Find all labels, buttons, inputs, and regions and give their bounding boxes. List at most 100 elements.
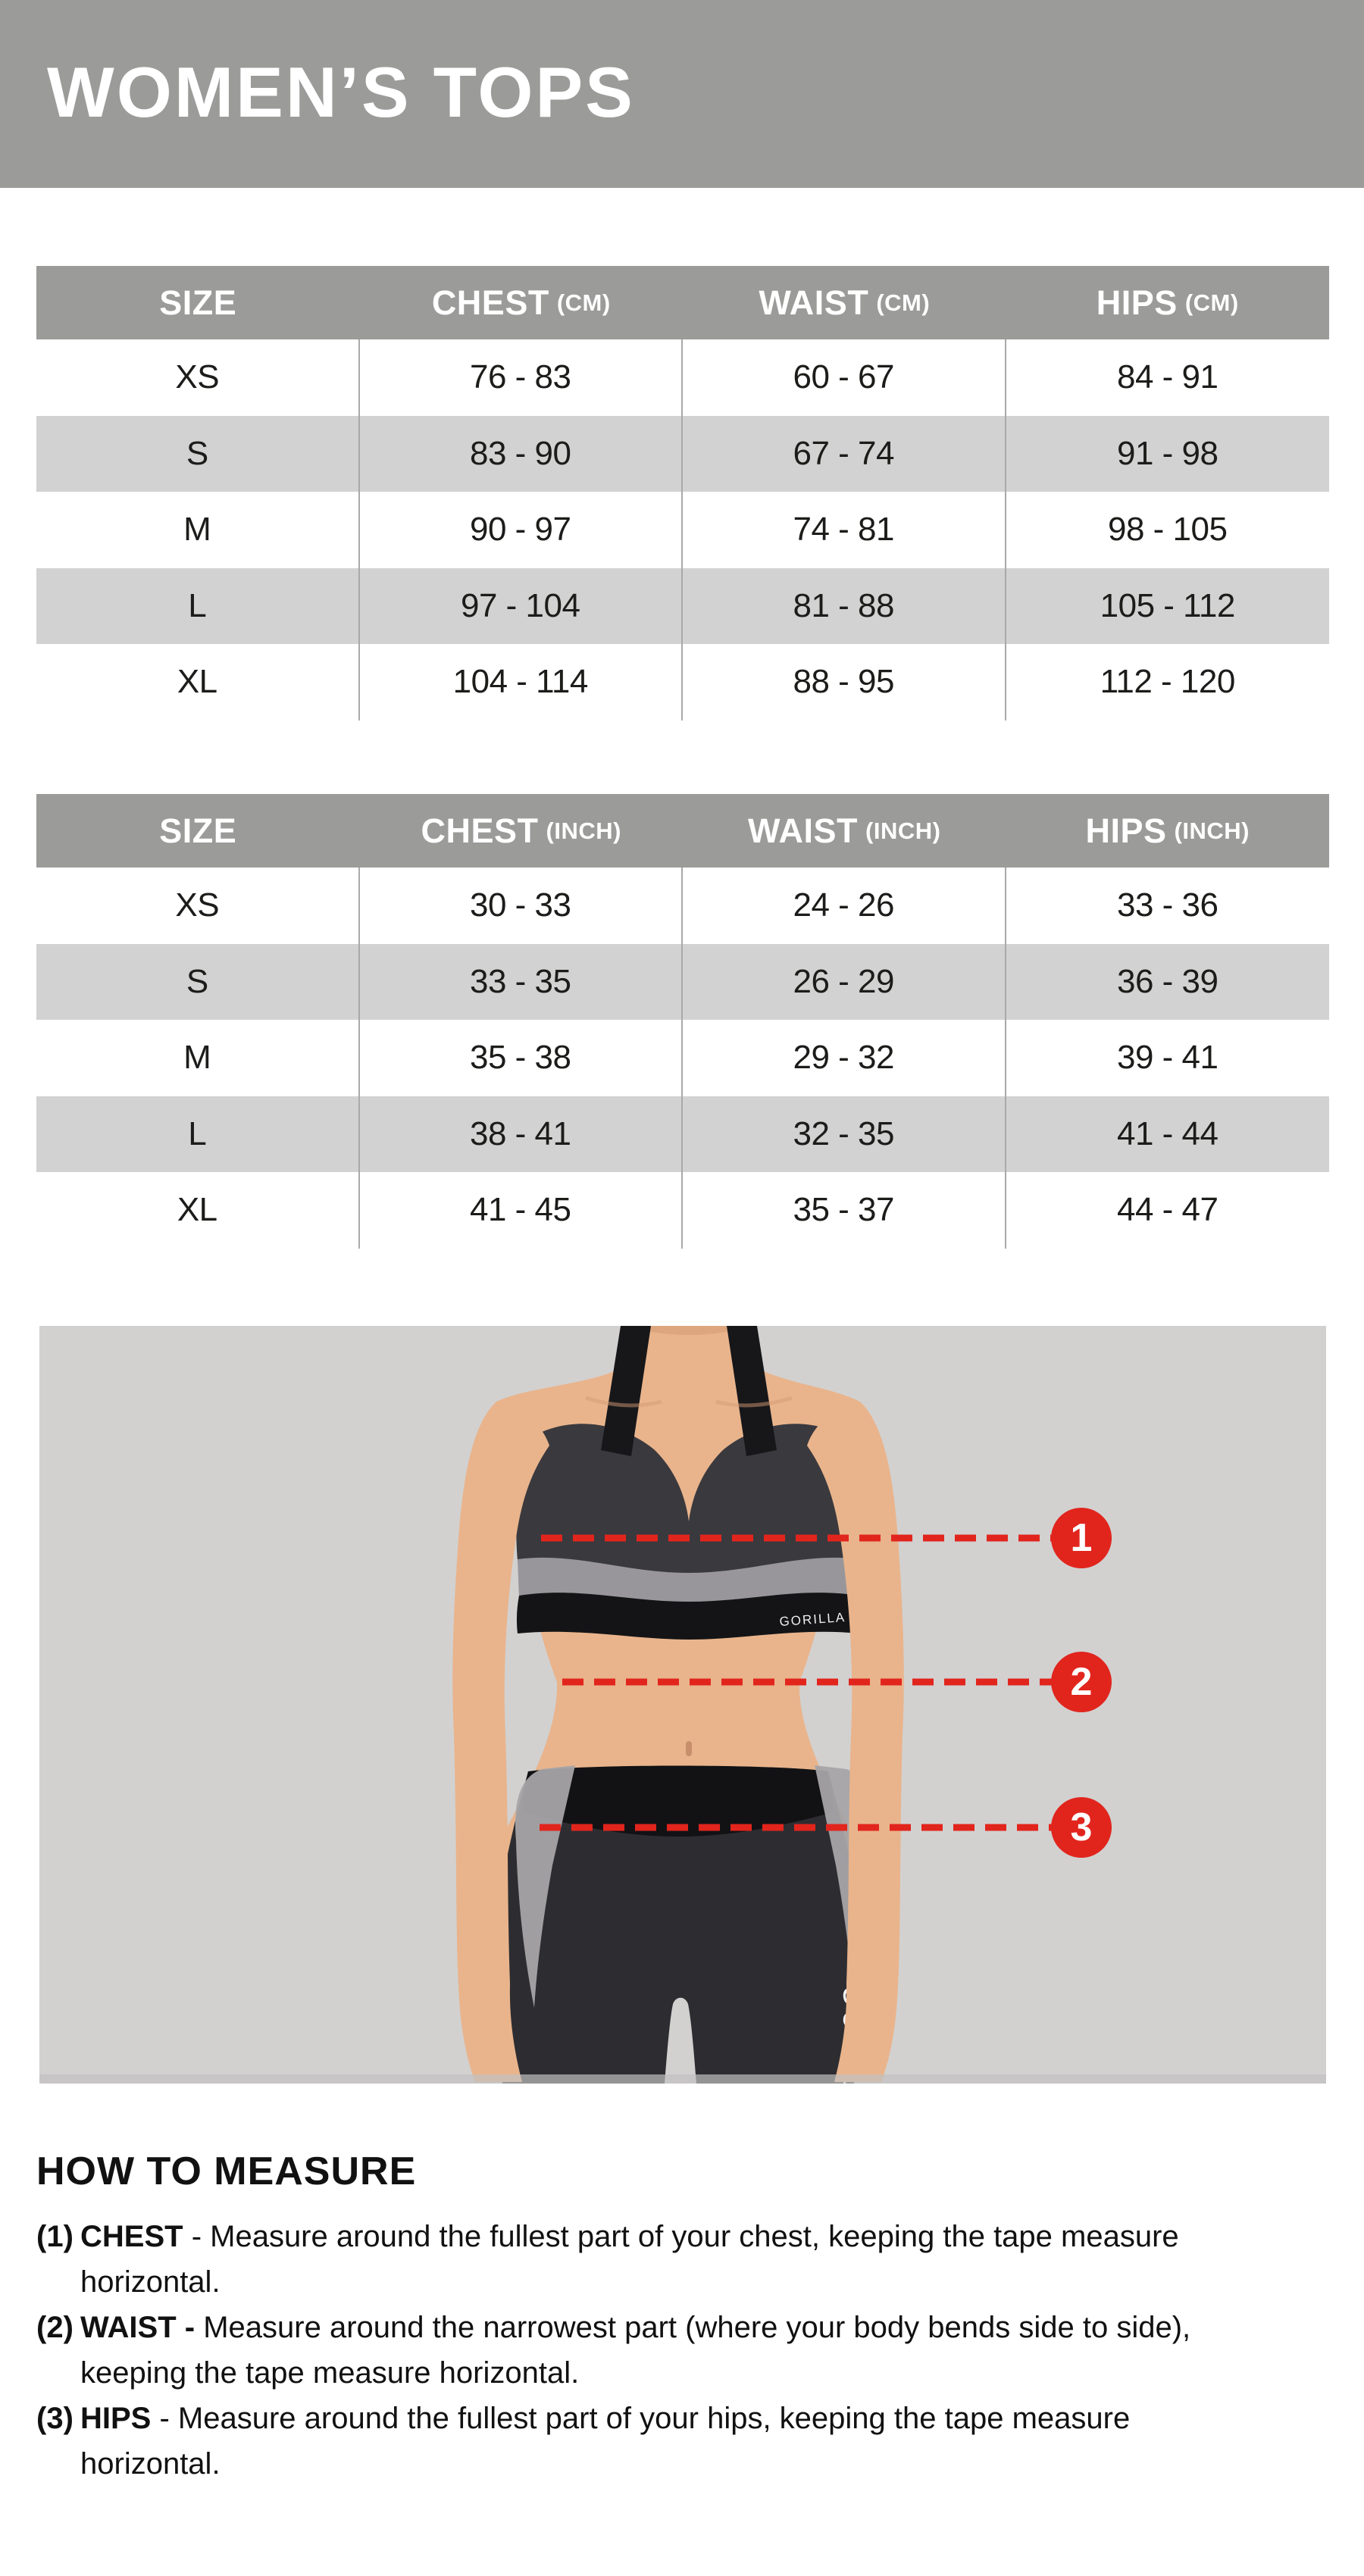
chin-shadow bbox=[634, 1326, 743, 1335]
table-row-xl: XL 104 - 114 88 - 95 112 - 120 bbox=[36, 644, 1329, 721]
cell-hips: 91 - 98 bbox=[1117, 434, 1219, 472]
marker-number: 2 bbox=[1070, 1660, 1093, 1704]
cell-waist: 32 - 35 bbox=[683, 1096, 1006, 1172]
col-label: CHEST bbox=[431, 283, 549, 322]
bra-black-band bbox=[516, 1593, 860, 1640]
how-to-measure-title: HOW TO MEASURE bbox=[36, 2149, 417, 2193]
col-unit: (INCH) bbox=[865, 817, 941, 844]
instruction-term: WAIST - bbox=[80, 2311, 196, 2344]
col-unit: (CM) bbox=[1184, 289, 1239, 316]
model-body: GORILLA GORILLA WEAR bbox=[452, 1326, 904, 2084]
col-unit: (CM) bbox=[876, 289, 931, 316]
instruction-number: (2) bbox=[36, 2311, 74, 2344]
table-row-s: S 83 - 90 67 - 74 91 - 98 bbox=[36, 415, 1329, 492]
cell-waist: 35 - 37 bbox=[683, 1172, 1006, 1249]
instruction-line: CHEST - Measure around the fullest part … bbox=[80, 2214, 1325, 2259]
instruction-body: Measure around the fullest part of your … bbox=[210, 2220, 1179, 2253]
navel bbox=[686, 1741, 692, 1756]
measure-instruction-hips: (3) HIPS - Measure around the fullest pa… bbox=[36, 2396, 1325, 2487]
cell-hips: 39 - 41 bbox=[1117, 1039, 1219, 1077]
cell-size: M bbox=[36, 1020, 360, 1096]
marker-number: 3 bbox=[1070, 1805, 1093, 1849]
leggings bbox=[496, 1771, 860, 2084]
instruction-body: Measure around the fullest part of your … bbox=[177, 2402, 1131, 2435]
cell-waist: 67 - 74 bbox=[683, 415, 1006, 492]
collarbone-left bbox=[585, 1396, 662, 1408]
table-row-s: S 33 - 35 26 - 29 36 - 39 bbox=[36, 943, 1329, 1020]
col-label: WAIST bbox=[759, 283, 869, 322]
cell-waist: 74 - 81 bbox=[683, 492, 1006, 568]
cell-size: XL bbox=[36, 1172, 360, 1249]
cell-size: S bbox=[36, 943, 360, 1020]
arm-right bbox=[807, 1402, 904, 2082]
measure-instruction-chest: (1) CHEST - Measure around the fullest p… bbox=[36, 2214, 1325, 2305]
cell-size: M bbox=[36, 492, 360, 568]
table-row-xs: XS 30 - 33 24 - 26 33 - 36 bbox=[36, 868, 1329, 944]
marker-number: 1 bbox=[1070, 1516, 1093, 1560]
size-table-inch: SIZE CHEST (INCH) WAIST (INCH) HIPS (INCH) … bbox=[36, 794, 1329, 1249]
col-header-hips: HIPS (INCH) bbox=[1006, 794, 1330, 868]
col-label: SIZE bbox=[159, 811, 237, 850]
instruction-term: CHEST bbox=[80, 2220, 183, 2253]
table-row-l: L 38 - 41 32 - 35 41 - 44 bbox=[36, 1096, 1329, 1172]
model-photo-panel: GORILLA GORILLA WEAR bbox=[39, 1326, 1326, 2084]
col-unit: (INCH) bbox=[1174, 817, 1250, 844]
col-header-waist: WAIST (CM) bbox=[683, 266, 1006, 339]
table-row-m: M 35 - 38 29 - 32 39 - 41 bbox=[36, 1020, 1329, 1096]
instruction-text: CHEST - Measure around the fullest part … bbox=[80, 2214, 1325, 2305]
table-header-row: SIZE CHEST (INCH) WAIST (INCH) HIPS (INCH) bbox=[36, 794, 1329, 868]
col-label: WAIST bbox=[748, 811, 859, 850]
instruction-text: HIPS - Measure around the fullest part o… bbox=[80, 2396, 1325, 2487]
cell-waist: 60 - 67 bbox=[683, 339, 1006, 416]
cell-size: S bbox=[36, 415, 360, 492]
cell-hips: 98 - 105 bbox=[1108, 511, 1228, 549]
table-row-l: L 97 - 104 81 - 88 105 - 112 bbox=[36, 567, 1329, 644]
col-label: HIPS bbox=[1085, 811, 1167, 850]
table-row-xs: XS 76 - 83 60 - 67 84 - 91 bbox=[36, 339, 1329, 416]
model-figure: GORILLA GORILLA WEAR bbox=[39, 1326, 1326, 2084]
table-row-m: M 90 - 97 74 - 81 98 - 105 bbox=[36, 492, 1329, 568]
measure-instruction-waist: (2) WAIST - Measure around the narrowest… bbox=[36, 2305, 1325, 2396]
col-label: SIZE bbox=[159, 283, 237, 322]
col-unit: (INCH) bbox=[546, 817, 621, 844]
cell-waist: 24 - 26 bbox=[683, 868, 1006, 944]
cell-chest: 41 - 45 bbox=[360, 1172, 683, 1249]
instruction-number: (1) bbox=[36, 2220, 74, 2253]
cell-hips: 84 - 91 bbox=[1117, 358, 1219, 396]
col-label: CHEST bbox=[421, 811, 539, 850]
collarbone-right bbox=[715, 1396, 793, 1408]
how-to-measure-section: HOW TO MEASURE (1) CHEST - Measure aroun… bbox=[36, 2149, 1325, 2487]
banner: WOMEN’S TOPS bbox=[0, 0, 1364, 188]
instruction-number: (3) bbox=[36, 2402, 74, 2435]
table-header-row: SIZE CHEST (CM) WAIST (CM) HIPS (CM) bbox=[36, 266, 1329, 339]
hips-marker-badge: 3 bbox=[1051, 1797, 1112, 1858]
cell-size: L bbox=[36, 567, 360, 644]
instruction-text: WAIST - Measure around the narrowest par… bbox=[80, 2305, 1325, 2396]
cell-chest: 90 - 97 bbox=[360, 492, 683, 568]
cell-hips: 41 - 44 bbox=[1117, 1114, 1219, 1152]
cell-size: L bbox=[36, 1096, 360, 1172]
leggings-waistband bbox=[523, 1765, 834, 1837]
bra-strap-right bbox=[727, 1326, 777, 1456]
col-header-hips: HIPS (CM) bbox=[1006, 266, 1330, 339]
col-header-chest: CHEST (CM) bbox=[360, 266, 684, 339]
bra-light-band bbox=[518, 1557, 860, 1605]
col-header-chest: CHEST (INCH) bbox=[360, 794, 684, 868]
col-unit: (CM) bbox=[556, 289, 611, 316]
cell-size: XS bbox=[36, 339, 360, 416]
col-header-waist: WAIST (INCH) bbox=[683, 794, 1006, 868]
cell-waist: 88 - 95 bbox=[683, 644, 1006, 721]
instruction-line: horizontal. bbox=[80, 2447, 221, 2481]
cell-size: XS bbox=[36, 868, 360, 944]
cell-hips: 33 - 36 bbox=[1117, 886, 1219, 924]
chest-marker-badge: 1 bbox=[1051, 1508, 1112, 1568]
cell-waist: 81 - 88 bbox=[683, 567, 1006, 644]
cell-chest: 83 - 90 bbox=[360, 415, 683, 492]
cell-hips: 36 - 39 bbox=[1117, 962, 1219, 1000]
waist-marker-badge: 2 bbox=[1051, 1652, 1112, 1712]
instruction-line: WAIST - Measure around the narrowest par… bbox=[80, 2305, 1325, 2350]
cell-waist: 29 - 32 bbox=[683, 1020, 1006, 1096]
col-header-size: SIZE bbox=[36, 266, 360, 339]
instruction-separator bbox=[195, 2311, 203, 2344]
